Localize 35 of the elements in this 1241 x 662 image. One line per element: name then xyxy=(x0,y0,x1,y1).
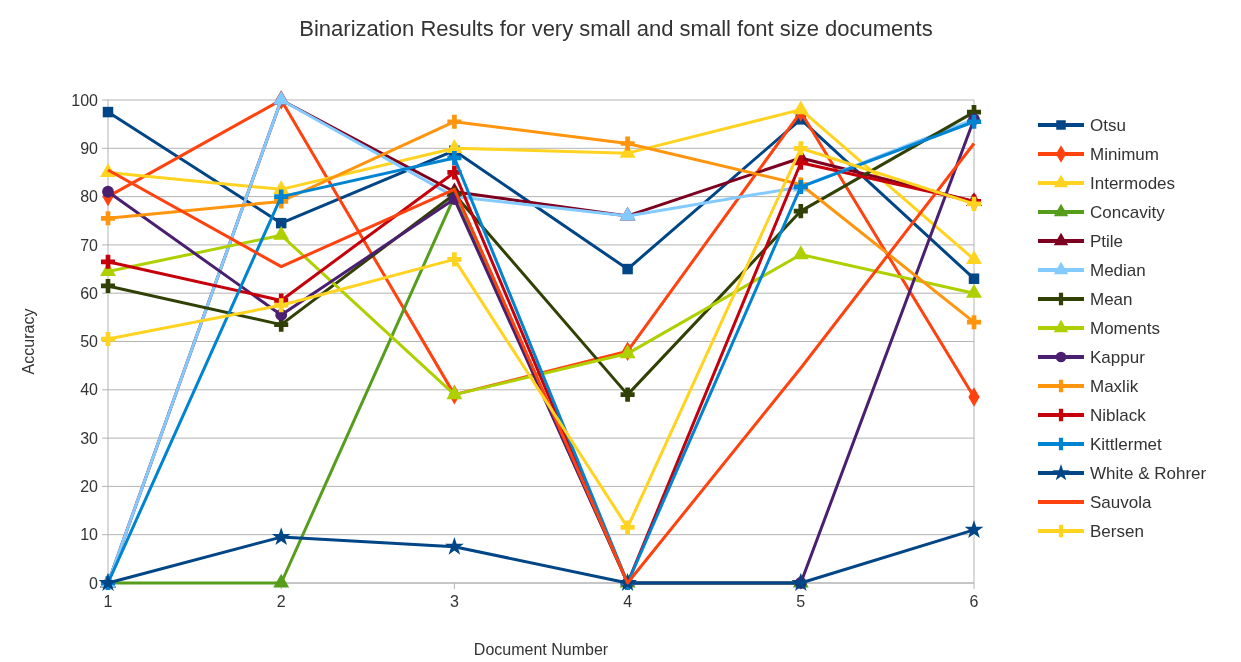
legend-label: Bersen xyxy=(1090,521,1144,541)
x-tick-label: 2 xyxy=(276,593,286,610)
legend-label: Niblack xyxy=(1090,405,1147,425)
y-tick-label: 20 xyxy=(80,478,99,495)
x-axis-title: Document Number xyxy=(473,641,609,658)
x-tick-label: 5 xyxy=(796,593,806,610)
y-tick-label: 10 xyxy=(80,526,99,544)
x-tick-label: 4 xyxy=(623,593,633,610)
legend-label: Sauvola xyxy=(1090,492,1152,512)
y-tick-label: 100 xyxy=(71,91,99,109)
legend-label: Otsu xyxy=(1090,115,1126,135)
legend-label: Moments xyxy=(1090,318,1160,338)
y-tick-label: 70 xyxy=(80,236,99,254)
y-tick-label: 30 xyxy=(80,429,99,447)
x-tick-label: 3 xyxy=(449,593,459,610)
legend-label: Maxlik xyxy=(1090,376,1139,396)
legend-label: Ptile xyxy=(1090,231,1124,251)
legend-label: Kappur xyxy=(1090,347,1146,367)
legend-label: Concavity xyxy=(1090,202,1166,222)
y-tick-label: 90 xyxy=(80,139,99,157)
legend-label: Minimum xyxy=(1090,144,1159,164)
y-tick-label: 40 xyxy=(80,381,99,399)
y-tick-label: 50 xyxy=(80,333,99,351)
legend-label: Kittlermet xyxy=(1090,434,1163,454)
y-tick-label: 60 xyxy=(80,284,99,302)
legend-label: White & Rohrer xyxy=(1090,463,1207,483)
legend-label: Median xyxy=(1090,260,1146,280)
legend-label: Intermodes xyxy=(1090,173,1176,193)
x-tick-label: 6 xyxy=(969,593,979,610)
y-tick-label: 80 xyxy=(80,188,99,206)
x-tick-label: 1 xyxy=(103,593,113,610)
chart-title: Binarization Results for very small and small font size documents xyxy=(299,16,933,41)
y-tick-label: 0 xyxy=(89,574,99,592)
y-axis-title: Accuracy xyxy=(20,308,37,375)
legend-label: Mean xyxy=(1090,289,1133,309)
